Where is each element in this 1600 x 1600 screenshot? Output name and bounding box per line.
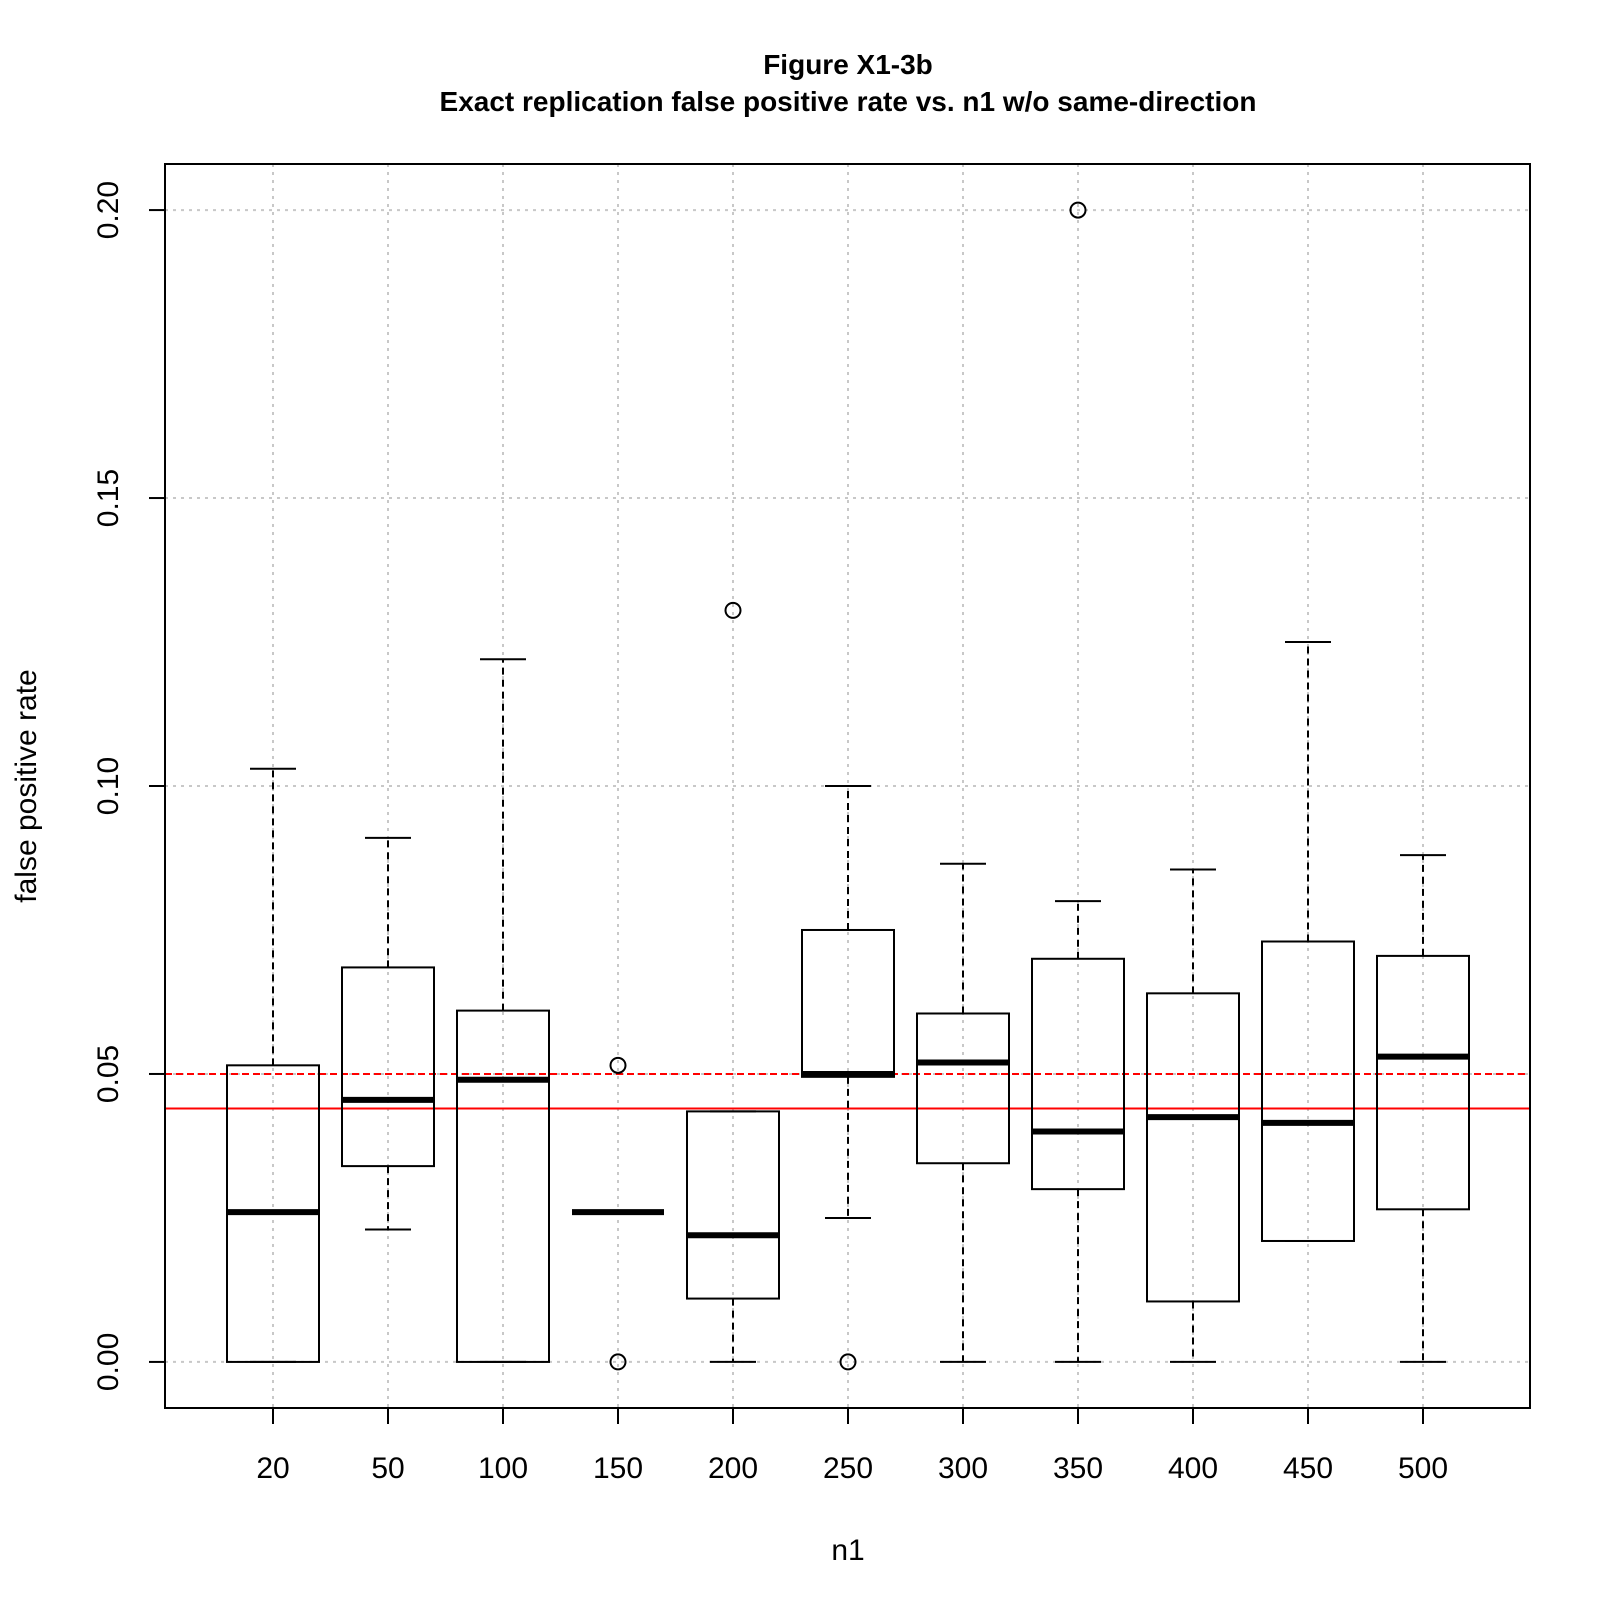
box-body [686, 1110, 780, 1300]
box-body [456, 1009, 550, 1363]
x-tick-label: 150 [593, 1452, 643, 1485]
box-body [916, 1012, 1010, 1165]
box-body [1031, 957, 1125, 1191]
x-tick-label: 50 [371, 1452, 404, 1485]
chart-subtitle: Exact replication false positive rate vs… [440, 86, 1257, 117]
box-body [1146, 992, 1240, 1303]
y-axis-label: false positive rate [10, 669, 43, 902]
box-150 [572, 1056, 664, 1371]
y-tick-label: 0.05 [92, 1045, 125, 1103]
outlier-point [609, 1353, 627, 1371]
box-series [226, 201, 1470, 1371]
chart-title: Figure X1-3b [763, 49, 933, 80]
box-100 [456, 658, 550, 1363]
box-450 [1261, 641, 1355, 1242]
y-tick-label: 0.15 [92, 469, 125, 527]
box-20 [226, 767, 320, 1363]
box-50 [341, 836, 435, 1231]
x-tick-label: 400 [1168, 1452, 1218, 1485]
box-350 [1031, 201, 1125, 1363]
x-tick-label: 250 [823, 1452, 873, 1485]
y-tick-label: 0.20 [92, 181, 125, 239]
box-500 [1376, 854, 1470, 1363]
box-body [1376, 954, 1470, 1211]
x-axis-label: n1 [831, 1534, 864, 1567]
box-body [341, 966, 435, 1168]
outlier-point [839, 1353, 857, 1371]
x-tick-label: 450 [1283, 1452, 1333, 1485]
axes: 20 50 100 150 200 250 300 350 400 450 500 0.00 0.05 0… [92, 181, 1448, 1485]
box-200 [686, 601, 780, 1363]
box-250 [801, 785, 895, 1371]
y-tick-label: 0.10 [92, 757, 125, 815]
outlier-point [1069, 201, 1087, 219]
outlier-point [609, 1056, 627, 1074]
x-tick-label: 300 [938, 1452, 988, 1485]
x-tick-label: 500 [1398, 1452, 1448, 1485]
x-tick-label: 100 [478, 1452, 528, 1485]
y-tick-label: 0.00 [92, 1333, 125, 1391]
x-tick-label: 350 [1053, 1452, 1103, 1485]
box-400 [1146, 868, 1240, 1363]
outlier-point [724, 601, 742, 619]
x-tick-label: 20 [256, 1452, 289, 1485]
x-tick-label: 200 [708, 1452, 758, 1485]
box-300 [916, 862, 1010, 1363]
box-body [1261, 940, 1355, 1242]
